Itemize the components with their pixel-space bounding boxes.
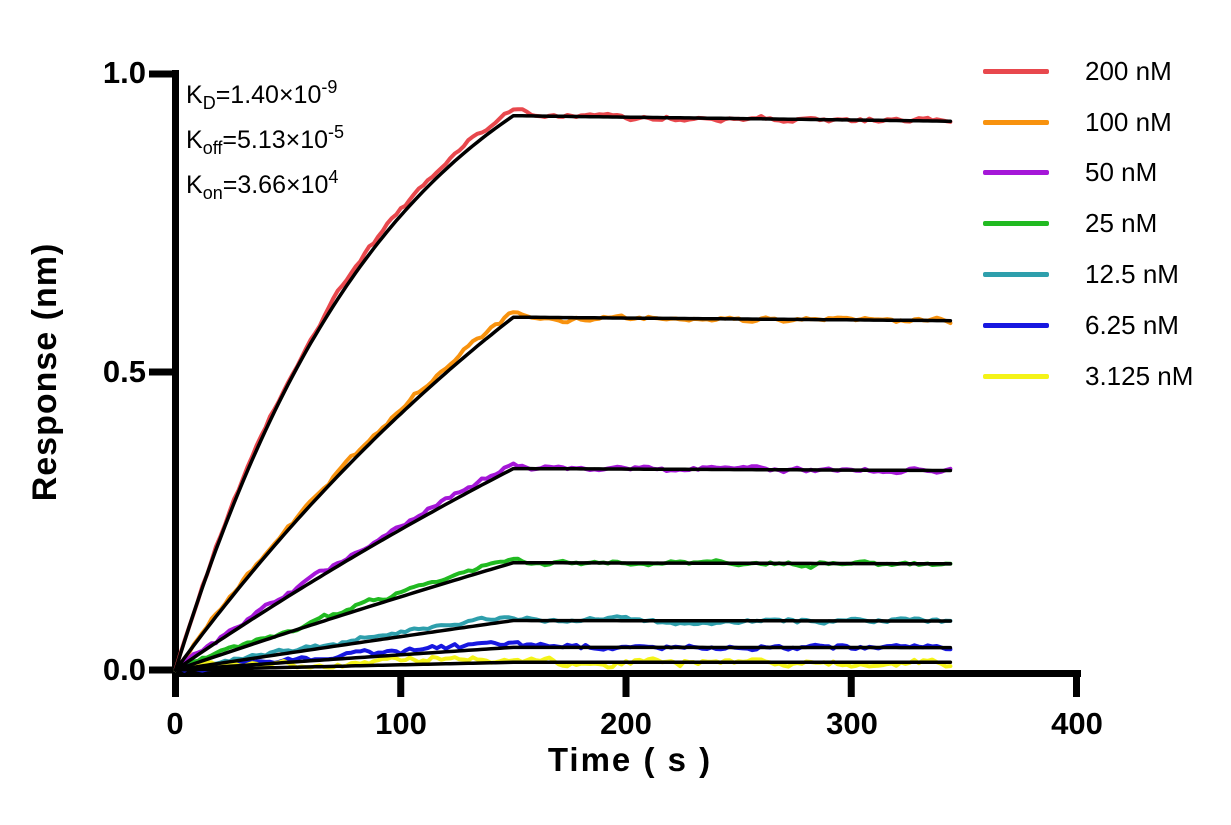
x-tick-label-100: 100 bbox=[375, 706, 427, 741]
legend-item-200nM: 200 nM bbox=[983, 56, 1172, 86]
legend-label-50nM: 50 nM bbox=[1085, 156, 1158, 187]
legend-swatch-100nM bbox=[983, 119, 1049, 125]
legend-label-25nM: 25 nM bbox=[1085, 207, 1158, 238]
trace-100-nM bbox=[173, 310, 953, 672]
x-tick-label-300: 300 bbox=[826, 706, 878, 741]
kd-subscript: D bbox=[202, 93, 216, 113]
fit-200-nM bbox=[173, 113, 953, 672]
x-tick-label-200: 200 bbox=[600, 706, 652, 741]
legend-swatch-3.125nM bbox=[983, 373, 1049, 379]
koff-exponent: -5 bbox=[328, 122, 345, 142]
kon-value: =3.66×10 bbox=[222, 171, 329, 199]
legend-label-200nM: 200 nM bbox=[1085, 55, 1172, 86]
kon-exponent: 4 bbox=[328, 167, 339, 187]
y-tick-label-0.5: 0.5 bbox=[102, 354, 146, 389]
legend-swatch-50nM bbox=[983, 169, 1049, 175]
legend-label-12.5nM: 12.5 nM bbox=[1085, 258, 1179, 289]
fit-50-nM bbox=[173, 466, 953, 672]
legend-item-50nM: 50 nM bbox=[983, 157, 1157, 187]
y-tick-label-1.0: 1.0 bbox=[102, 55, 146, 90]
legend-swatch-200nM bbox=[983, 68, 1049, 74]
fit-6.25-nM bbox=[173, 645, 953, 672]
legend-swatch-25nM bbox=[983, 220, 1049, 226]
koff-symbol: K bbox=[186, 126, 203, 154]
kd-symbol: K bbox=[186, 81, 203, 109]
koff-value: =5.13×10 bbox=[222, 126, 329, 154]
koff-line: Koff=5.13×10-5 bbox=[186, 119, 344, 164]
legend-label-6.25nM: 6.25 nM bbox=[1085, 309, 1179, 340]
kon-line: Kon=3.66×104 bbox=[186, 164, 344, 209]
legend-label-100nM: 100 nM bbox=[1085, 106, 1172, 137]
fit-25-nM bbox=[173, 560, 953, 672]
legend-item-3.125nM: 3.125 nM bbox=[983, 361, 1193, 391]
trace-50-nM bbox=[173, 461, 953, 672]
x-axis-title: Time ( s ) bbox=[547, 741, 713, 778]
kon-symbol: K bbox=[186, 171, 203, 199]
kon-subscript: on bbox=[202, 183, 223, 203]
legend-swatch-12.5nM bbox=[983, 271, 1049, 277]
legend-item-12.5nM: 12.5 nM bbox=[983, 259, 1179, 289]
y-tick-label-0.0: 0.0 bbox=[102, 652, 146, 687]
kinetic-constants: KD=1.40×10-9 Koff=5.13×10-5 Kon=3.66×104 bbox=[186, 74, 344, 209]
kd-line: KD=1.40×10-9 bbox=[186, 74, 344, 119]
legend-swatch-6.25nM bbox=[983, 322, 1049, 328]
legend-item-25nM: 25 nM bbox=[983, 208, 1157, 238]
kd-exponent: -9 bbox=[321, 77, 338, 97]
legend-label-3.125nM: 3.125 nM bbox=[1085, 360, 1194, 391]
koff-subscript: off bbox=[202, 138, 223, 158]
y-axis-title: Response (nm) bbox=[26, 242, 64, 502]
legend-item-6.25nM: 6.25 nM bbox=[983, 310, 1179, 340]
kd-value: =1.40×10 bbox=[215, 81, 322, 109]
fit-3.125-nM bbox=[173, 660, 953, 672]
fit-12.5-nM bbox=[173, 618, 953, 672]
legend-item-100nM: 100 nM bbox=[983, 107, 1172, 137]
x-tick-label-400: 400 bbox=[1051, 706, 1103, 741]
fit-100-nM bbox=[173, 315, 953, 672]
x-tick-label-0: 0 bbox=[166, 706, 184, 741]
